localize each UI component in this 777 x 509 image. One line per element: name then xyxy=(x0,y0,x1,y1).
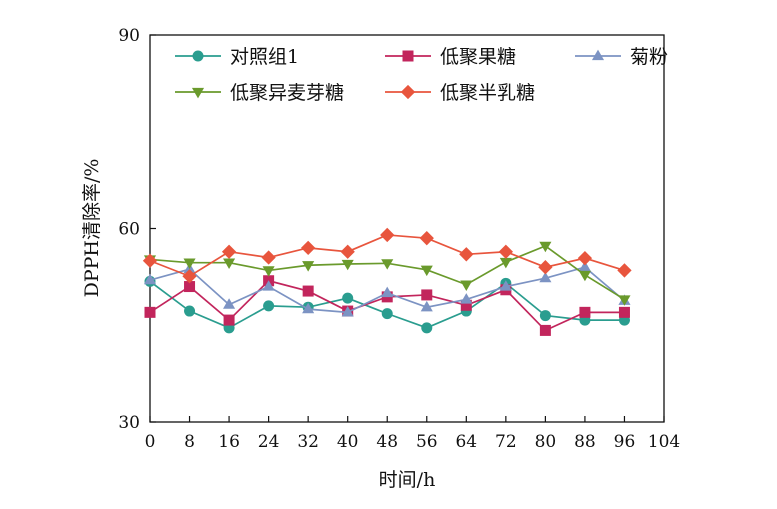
x-tick-label: 0 xyxy=(145,432,156,452)
legend-item: 低聚异麦芽糖 xyxy=(175,82,344,104)
data-point xyxy=(460,299,472,311)
data-point xyxy=(223,258,236,270)
legend-label: 低聚异麦芽糖 xyxy=(230,82,344,104)
data-point xyxy=(419,231,434,246)
data-point xyxy=(578,270,591,282)
data-point xyxy=(539,241,552,253)
data-point xyxy=(262,266,275,277)
legend-item: 低聚半乳糖 xyxy=(385,82,535,104)
legend-item: 低聚果糖 xyxy=(385,46,516,68)
x-tick-label: 64 xyxy=(455,432,477,452)
x-tick-label: 88 xyxy=(574,432,596,452)
data-point xyxy=(381,308,393,320)
x-axis: 0 8 16 24 32 40 48 56 64 72 80 88 96 104 xyxy=(145,416,680,452)
data-point xyxy=(302,285,314,297)
data-point xyxy=(380,227,395,243)
data-point xyxy=(498,244,513,259)
data-point xyxy=(262,280,275,291)
data-point xyxy=(142,253,158,268)
data-point xyxy=(421,322,433,334)
data-point xyxy=(184,305,196,317)
data-point xyxy=(539,271,552,283)
series-5 xyxy=(142,227,632,284)
legend-label: 菊粉 xyxy=(630,46,668,68)
series-2 xyxy=(144,275,630,336)
series-4 xyxy=(143,241,631,306)
data-point xyxy=(143,273,157,285)
x-tick-label: 48 xyxy=(376,432,398,452)
data-point xyxy=(342,292,354,304)
x-tick-label: 16 xyxy=(218,432,240,452)
x-tick-label: 104 xyxy=(648,432,680,452)
x-tick-label: 32 xyxy=(297,432,319,452)
data-point xyxy=(499,257,512,269)
data-point xyxy=(263,300,275,312)
x-axis-title: 时间/h xyxy=(379,469,436,491)
data-point xyxy=(182,269,197,284)
data-point xyxy=(184,281,196,293)
data-point xyxy=(460,293,473,304)
legend-marker xyxy=(402,50,414,62)
data-point xyxy=(261,250,276,265)
y-axis-title: DPPH清除率/% xyxy=(81,159,103,298)
data-point xyxy=(460,280,473,291)
data-point xyxy=(341,306,354,317)
x-tick-label: 96 xyxy=(614,432,636,452)
data-point xyxy=(381,286,394,298)
legend-marker xyxy=(400,84,416,100)
data-point xyxy=(539,310,551,322)
y-tick-label: 30 xyxy=(118,413,140,433)
data-point xyxy=(144,306,156,318)
x-tick-label: 56 xyxy=(416,432,438,452)
y-tick-label: 60 xyxy=(118,220,140,240)
data-point xyxy=(618,295,631,306)
data-point xyxy=(538,260,553,275)
legend-label: 低聚半乳糖 xyxy=(440,82,535,104)
data-point xyxy=(301,240,316,255)
data-point xyxy=(499,280,512,291)
legend-item: 菊粉 xyxy=(575,46,668,68)
x-tick-label: 8 xyxy=(184,432,195,452)
data-point xyxy=(302,261,315,272)
data-point xyxy=(341,259,354,271)
data-point xyxy=(340,244,355,259)
x-tick-label: 24 xyxy=(258,432,280,452)
data-point xyxy=(221,244,237,259)
x-tick-label: 40 xyxy=(337,432,359,452)
data-point xyxy=(420,265,433,277)
x-tick-label: 80 xyxy=(535,432,557,452)
legend-marker xyxy=(191,87,205,99)
series-3 xyxy=(143,260,631,317)
data-point xyxy=(381,259,394,270)
data-point xyxy=(223,314,235,326)
data-point xyxy=(459,247,474,262)
data-point xyxy=(577,251,593,266)
data-point xyxy=(223,298,236,309)
legend-marker xyxy=(591,49,605,61)
data-point xyxy=(539,324,551,336)
y-axis: 30 60 90 xyxy=(118,26,156,433)
legend-marker xyxy=(192,50,204,62)
data-point xyxy=(579,306,591,318)
legend-label: 低聚果糖 xyxy=(440,46,516,68)
data-point xyxy=(578,260,591,272)
data-point xyxy=(183,258,196,270)
x-tick-label: 72 xyxy=(495,432,517,452)
data-point xyxy=(302,302,315,314)
data-point xyxy=(420,300,433,312)
series-layer xyxy=(142,227,632,336)
data-point xyxy=(421,289,433,301)
data-point xyxy=(618,306,630,318)
data-point xyxy=(617,263,632,278)
legend-item: 对照组1 xyxy=(175,46,299,68)
legend-label: 对照组1 xyxy=(230,46,299,68)
y-tick-label: 90 xyxy=(118,26,140,46)
